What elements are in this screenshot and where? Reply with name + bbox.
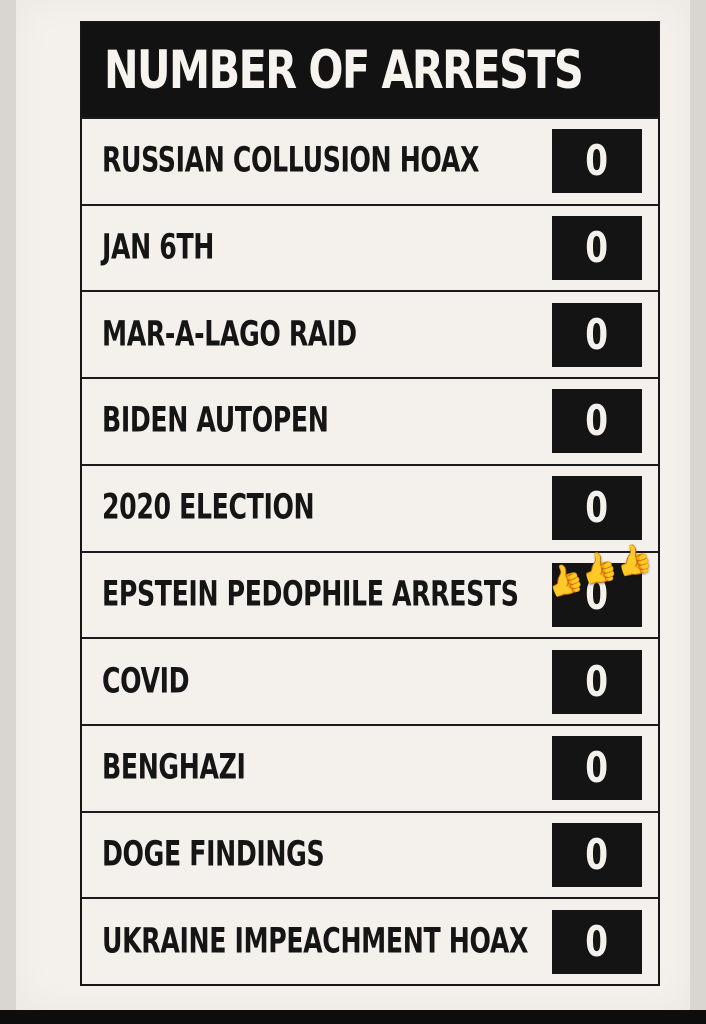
row-doge-findings: DOGE FINDINGS 0 [82,810,658,898]
row-label: UKRAINE IMPEACHMENT HOAX [102,921,529,962]
row-label: EPSTEIN PEDOPHILE ARRESTS [102,574,519,615]
rows-list: RUSSIAN COLLUSION HOAX 0 JAN 6TH 0 MAR-A… [82,117,658,984]
count-box: 0 [552,822,642,887]
row-russian-collusion-hoax: RUSSIAN COLLUSION HOAX 0 [82,117,658,204]
count-box: 0 [552,216,642,281]
count-box: 0 [552,302,642,367]
row-label: 2020 ELECTION [102,487,315,528]
count-value: 0 [585,569,609,619]
count-box: 0 [552,129,642,194]
count-value: 0 [585,223,609,273]
count-box: 0 [552,476,642,541]
count-value: 0 [585,829,609,879]
count-value: 0 [585,309,609,359]
row-2020-election: 2020 ELECTION 0 [82,463,658,551]
row-ukraine-impeachment-hoax: UKRAINE IMPEACHMENT HOAX 0 [82,897,658,984]
row-label: MAR-A-LAGO RAID [102,314,357,355]
count-value: 0 [585,916,609,966]
count-value: 0 [585,483,609,533]
row-jan-6th: JAN 6TH 0 [82,203,658,291]
arrests-board: NUMBER OF ARRESTS RUSSIAN COLLUSION HOAX… [80,21,660,986]
row-epstein-pedophile-arrests: EPSTEIN PEDOPHILE ARRESTS 0 👍 👍 👍 [82,538,658,638]
count-box: 0 [552,909,642,974]
count-value: 0 [585,396,609,446]
count-value: 0 [585,136,609,186]
board-header: NUMBER OF ARRESTS [82,23,658,117]
row-label: COVID [102,661,190,702]
count-value: 0 [585,743,609,793]
board-title: NUMBER OF ARRESTS [104,39,584,101]
row-benghazi: BENGHAZI 0 [82,723,658,811]
count-value: 0 [585,656,609,706]
count-box: 0 [552,736,642,801]
row-label: DOGE FINDINGS [102,834,325,875]
row-covid: COVID 0 [82,637,658,724]
thumbs-up-emoji-icon: 👍 [610,538,656,582]
row-mar-a-lago-raid: MAR-A-LAGO RAID 0 [82,290,658,377]
count-box: 0 [552,389,642,454]
count-box: 0 [552,649,642,714]
row-label: BIDEN AUTOPEN [102,400,329,441]
row-label: RUSSIAN COLLUSION HOAX [102,140,480,181]
row-label: BENGHAZI [102,747,246,788]
row-biden-autopen: BIDEN AUTOPEN 0 [82,377,658,464]
poster: NUMBER OF ARRESTS RUSSIAN COLLUSION HOAX… [16,0,690,1010]
bottom-border [0,1010,706,1024]
count-box: 0 [552,562,642,627]
row-label: JAN 6TH [102,227,215,268]
